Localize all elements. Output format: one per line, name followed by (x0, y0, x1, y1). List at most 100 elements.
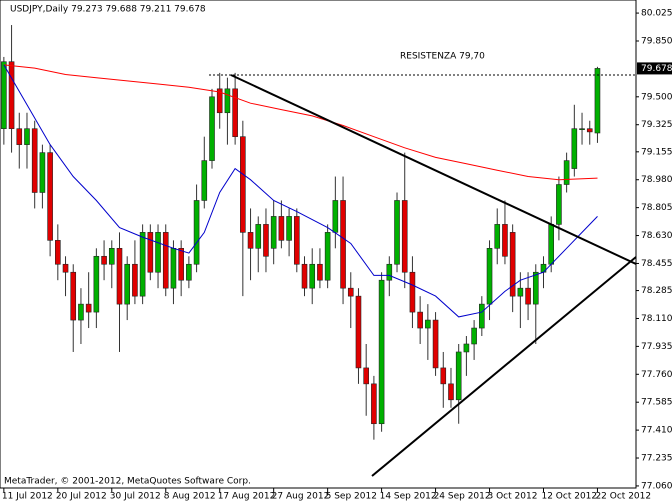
y-tick-label: 78.110 (641, 314, 672, 324)
candle-body (548, 224, 555, 265)
candle-body (286, 216, 292, 241)
candle-body (116, 248, 123, 305)
candle-body (579, 128, 585, 130)
candle-body (425, 319, 431, 329)
y-tick-label: 78.980 (641, 175, 672, 185)
x-tick-label: 14 Sep 2012 (380, 492, 437, 502)
candle-body (209, 96, 215, 161)
trendline-upper (230, 74, 637, 265)
x-tick-label: 27 Aug 2012 (272, 492, 330, 502)
candle-body (216, 88, 223, 114)
x-tick-label: 8 Aug 2012 (164, 492, 216, 502)
candle-body (47, 152, 53, 241)
y-tick-label: 80.025 (641, 9, 672, 19)
candle-body (162, 232, 169, 289)
y-tick-label: 77.235 (641, 454, 672, 464)
candle-body (24, 128, 30, 145)
candle-body (317, 263, 323, 281)
plot-frame (0, 0, 637, 489)
candle-body (440, 367, 447, 385)
candle-body (1, 61, 7, 129)
candle-body (232, 88, 238, 137)
candle-body (62, 263, 69, 273)
candle-body (132, 263, 138, 297)
x-tick-label: 20 Jul 2012 (56, 492, 107, 502)
candle-body (463, 343, 470, 353)
candle-body (78, 303, 84, 321)
candle-body (8, 61, 15, 129)
candle-body (509, 232, 516, 297)
candle-body (401, 200, 408, 273)
candle-body (347, 287, 354, 297)
candle-body (147, 232, 154, 273)
footer: MetaTrader, © 2001-2012, MetaQuotes Soft… (4, 477, 251, 487)
candle-body (386, 263, 393, 281)
y-tick-label: 79.850 (641, 36, 672, 46)
candle-body (70, 271, 77, 321)
candle-body (355, 295, 362, 369)
candle-body (39, 152, 46, 193)
candle-body (293, 216, 300, 265)
plot-area (1, 25, 601, 440)
candle-body (139, 232, 146, 297)
candle-body (409, 271, 416, 313)
candle-body (178, 248, 184, 281)
candle-body (278, 216, 285, 241)
candle-body (31, 128, 38, 193)
price-marker-label: 79.678 (641, 64, 672, 74)
candle-body (586, 128, 593, 133)
y-tick-label: 78.285 (641, 286, 672, 296)
candle-body (594, 68, 601, 134)
candle-body (263, 224, 269, 257)
candle-body (517, 287, 524, 297)
candle-body (309, 263, 316, 289)
x-tick-label: 5 Sep 2012 (326, 492, 377, 502)
candle-body (255, 224, 262, 249)
x-tick-label: 22 Oct 2012 (595, 492, 651, 502)
candle-body (502, 224, 508, 257)
y-tick-label: 77.585 (641, 398, 672, 408)
candle-body (479, 303, 485, 329)
y-tick-label: 78.455 (641, 259, 672, 269)
x-tick-label: 11 Jul 2012 (2, 492, 53, 502)
y-tick-label: 78.630 (641, 231, 672, 241)
y-tick-label: 79.325 (641, 120, 672, 130)
candle-body (556, 184, 562, 225)
annotation: RESISTENZA 79,70 (400, 52, 485, 62)
candle-body (270, 216, 277, 249)
candle-body (432, 319, 439, 369)
candle-body (85, 303, 92, 313)
candle-body (16, 128, 23, 145)
y-tick-label: 78.805 (641, 203, 672, 213)
candle-body (170, 248, 177, 289)
moving-average (3, 64, 598, 181)
candle-body (186, 263, 192, 281)
candle-body (108, 248, 115, 265)
candle-body (394, 200, 400, 265)
candle-body (417, 311, 423, 329)
candle-body (55, 240, 61, 265)
candle-body (525, 287, 531, 305)
candle-body (155, 232, 161, 273)
candle-body (124, 263, 130, 305)
moving-average (3, 64, 598, 318)
y-tick-label: 77.760 (641, 370, 672, 380)
trendline-lower (371, 256, 637, 477)
x-tick-label: 24 Sep 2012 (434, 492, 491, 502)
candle-body (471, 327, 477, 345)
y-tick-label: 79.500 (641, 92, 672, 102)
candle-body (101, 255, 107, 265)
chart-title: USDJPY,Daily 79.273 79.688 79.211 79.678 (10, 5, 206, 15)
candle-body (201, 160, 208, 201)
y-tick-label: 77.410 (641, 426, 672, 436)
candle-body (340, 200, 346, 289)
x-tick-label: 12 Oct 2012 (541, 492, 597, 502)
candle-body (571, 128, 578, 169)
y-tick-label: 77.935 (641, 342, 672, 352)
candle-body (301, 263, 308, 289)
candle-body (240, 136, 246, 233)
candle-body (193, 200, 200, 265)
y-tick-label: 79.155 (641, 147, 672, 157)
price-marker-box (637, 62, 672, 75)
